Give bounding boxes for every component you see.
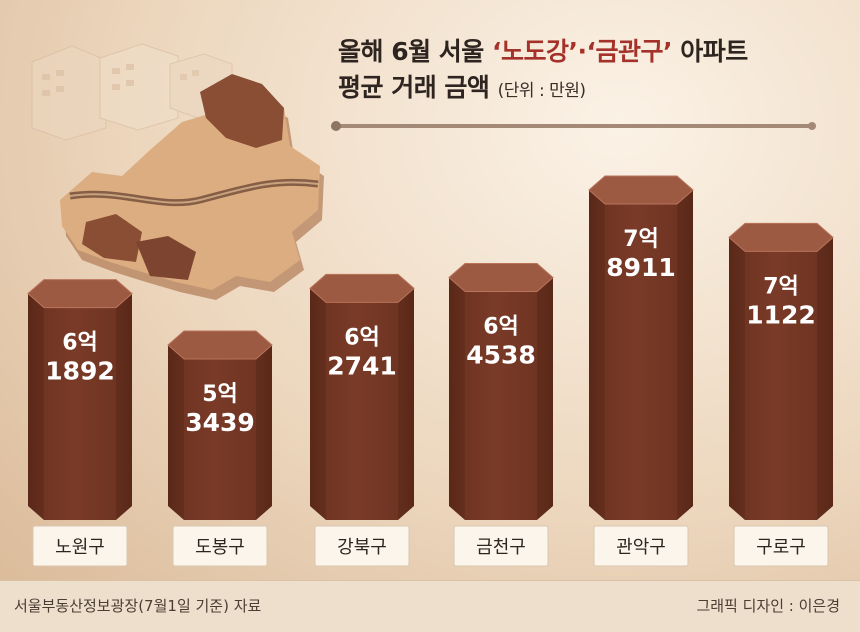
category-label: 구로구 [756,537,806,558]
bar-front-face [745,251,817,520]
title-highlight: ‘노도강’·‘금관구’ [492,37,673,66]
title-suffix: 아파트 [672,37,748,66]
value-label-eok: 7억 [623,227,659,252]
bar-2 [167,330,273,520]
bar-top [309,273,415,303]
unit-label: (단위 : 만원) [497,81,586,101]
category-box [733,525,829,567]
bar-front-face [44,307,116,520]
category-label: 도봉구 [195,537,245,558]
title-rule [331,121,816,131]
bar-front-face [326,302,398,520]
source-note: 서울부동산정보광장(7월1일 기준) 자료 [14,597,262,615]
category-label: 노원구 [55,537,105,558]
value-label-man: 4538 [466,340,536,369]
bar-top [167,330,273,360]
title-prefix: 올해 6월 서울 [338,37,493,66]
category-box [172,525,268,567]
value-label-eok: 7억 [763,274,799,299]
title-line-2: 평균 거래 금액 (단위 : 만원) [338,70,838,109]
value-label-eok: 6억 [62,331,98,356]
value-label-eok: 5억 [202,382,238,407]
category-label: 강북구 [337,537,387,558]
category-box [32,525,128,567]
building-illustration [31,43,233,141]
bar-top [27,279,133,309]
category-box [593,525,689,567]
bar-front-face [184,359,256,520]
bar-front-face [605,204,677,520]
category-label: 관악구 [616,537,666,558]
value-label-eok: 6억 [483,314,519,339]
title-main: 평균 거래 금액 [338,73,490,102]
design-credit: 그래픽 디자인 : 이은경 [696,597,840,615]
bar-4 [448,262,554,520]
value-label-man: 1892 [45,357,115,386]
value-label-eok: 6억 [344,325,380,350]
bar-top [728,222,834,252]
bar-6 [728,222,834,520]
value-label-man: 2741 [327,351,397,380]
bar-front-face [465,291,537,520]
chart-title: 올해 6월 서울 ‘노도강’·‘금관구’ 아파트 평균 거래 금액 (단위 : … [338,34,838,109]
title-line-1: 올해 6월 서울 ‘노도강’·‘금관구’ 아파트 [338,34,838,70]
bar-top [588,175,694,205]
value-label-man: 3439 [185,408,255,437]
seoul-map-illustration [60,74,324,300]
value-label-man: 8911 [606,253,676,282]
value-label-man: 1122 [746,300,816,329]
bar-5 [588,175,694,520]
footer: 서울부동산정보광장(7월1일 기준) 자료 그래픽 디자인 : 이은경 [0,580,860,632]
bar-top [448,262,554,292]
bar-3 [309,273,415,520]
category-box [453,525,549,567]
category-label: 금천구 [476,537,526,558]
bar-1 [27,279,133,520]
category-box [314,525,410,567]
